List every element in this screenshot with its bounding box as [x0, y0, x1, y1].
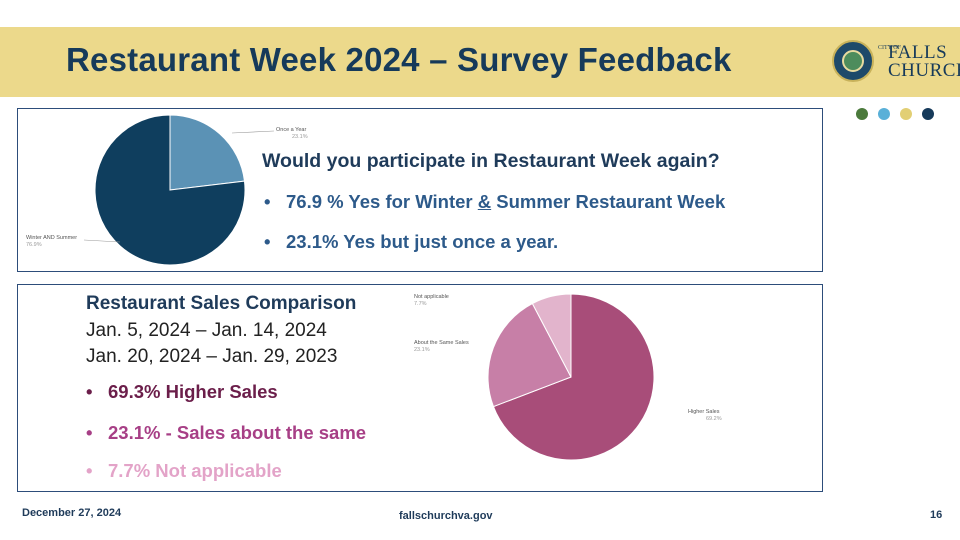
sales-date-range: Jan. 5, 2024 – Jan. 14, 2024	[86, 320, 327, 341]
sales-panel	[17, 284, 823, 492]
decorative-dots	[856, 108, 934, 120]
logo-falls: FALLS	[888, 42, 948, 63]
callout-about-same: About the Same Sales 23.1%	[414, 340, 469, 353]
sales-date-range: Jan. 20, 2024 – Jan. 29, 2023	[86, 346, 338, 367]
callout-higher-sales: Higher Sales 69.2%	[688, 409, 722, 422]
callout-not-applicable: Not applicable 7.7%	[414, 294, 449, 307]
sales-pie-chart	[487, 293, 655, 461]
sales-bullet: • 7.7% Not applicable	[86, 460, 282, 481]
dot-icon	[922, 108, 934, 120]
dot-icon	[900, 108, 912, 120]
logo-city-of: CITY OF	[878, 45, 901, 51]
participation-question: Would you participate in Restaurant Week…	[262, 150, 720, 172]
sales-bullet: • 69.3% Higher Sales	[86, 381, 278, 402]
pie-slice-not-applicable	[531, 293, 572, 378]
pie-slice-higher-sales	[492, 293, 655, 461]
slide-title: Restaurant Week 2024 – Survey Feedback	[66, 41, 732, 78]
page-number: 16	[930, 509, 943, 521]
footer-date: December 27, 2024	[22, 507, 122, 519]
city-seal-icon	[832, 40, 874, 82]
sales-heading: Restaurant Sales Comparison	[86, 293, 357, 314]
footer-url[interactable]: fallschurchva.gov	[399, 510, 493, 522]
falls-church-logo: CITY OF FALLS CHURCH	[832, 38, 960, 86]
pie-slice-once-a-year	[169, 114, 246, 191]
participation-pie-chart	[94, 114, 246, 266]
pie-slice-about-same	[487, 302, 572, 408]
logo-church: CHURCH	[888, 60, 960, 81]
dot-icon	[878, 108, 890, 120]
pie-slice-winter-and-summer	[94, 114, 246, 266]
title-banner	[0, 27, 960, 97]
participation-bullet: • 23.1% Yes but just once a year.	[264, 231, 559, 252]
sales-bullet: • 23.1% - Sales about the same	[86, 422, 367, 443]
callout-winter-and-summer: Winter AND Summer 76.9%	[26, 235, 78, 248]
participation-bullet: • 76.9 % Yes for Winter & Summer Restaura…	[264, 191, 726, 212]
dot-icon	[856, 108, 868, 120]
callout-once-a-year: Once a Year 23.1%	[276, 127, 308, 140]
